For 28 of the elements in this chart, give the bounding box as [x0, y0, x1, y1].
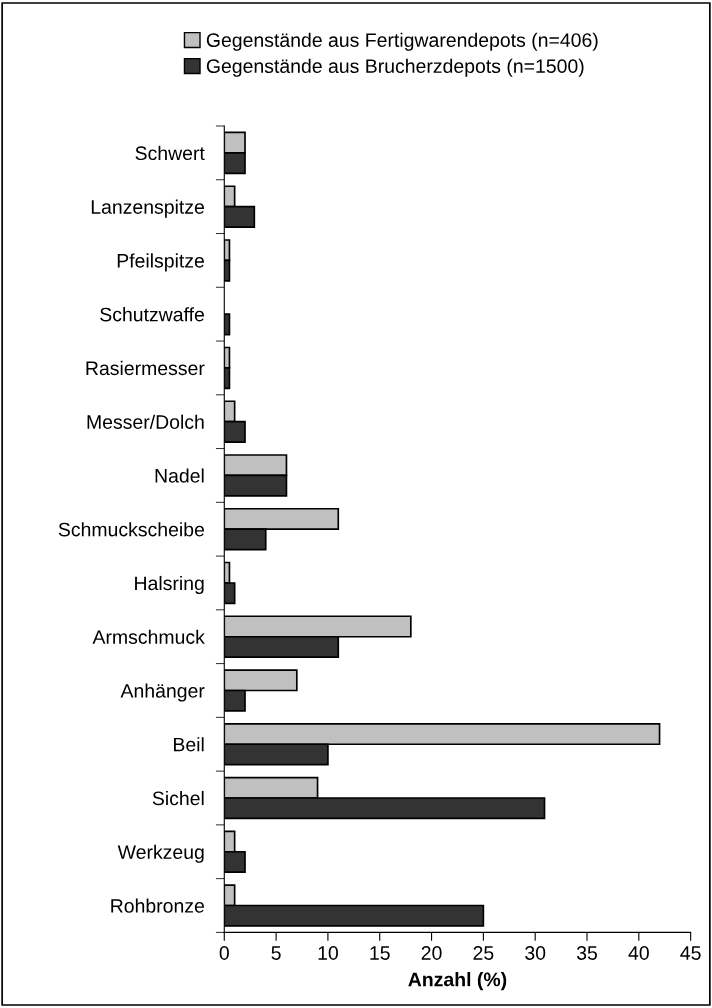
y-tick-label: Schwert	[135, 145, 205, 161]
y-tick-label: Rohbronze	[111, 898, 204, 913]
y-tick-label: Nadel	[155, 468, 204, 483]
y-tick-label: Schmuckscheibe	[58, 522, 204, 537]
y-tick-label: Lanzenspitze	[91, 199, 204, 218]
y-tick-label: Armschmuck	[92, 629, 205, 644]
x-tick-label: 45	[680, 946, 701, 960]
x-tick-label: 30	[525, 946, 546, 960]
legend-label: Gegenstände aus Brucherzdepots (n=1500)	[206, 58, 584, 77]
x-tick-label: 5	[271, 946, 281, 960]
y-tick-label: Schutzwaffe	[100, 307, 204, 322]
y-tick-label: Werkzeug	[117, 844, 204, 863]
x-tick-label: 25	[473, 946, 494, 960]
x-tick-label: 20	[421, 946, 442, 960]
y-tick-label: Rasiermesser	[86, 360, 205, 376]
x-tick-label: 40	[628, 946, 649, 960]
x-tick-label: 15	[370, 946, 390, 960]
x-tick-label: 10	[318, 946, 338, 960]
x-axis-title: Anzahl (%)	[408, 972, 507, 991]
y-tick-label: Halsring	[135, 575, 204, 595]
y-tick-label: Beil	[174, 737, 204, 752]
y-tick-label: Sichel	[152, 790, 204, 806]
y-tick-label: Anhänger	[120, 683, 205, 702]
legend-label: Gegenstände aus Fertigwarendepots (n=406)	[206, 32, 598, 51]
y-tick-label: Messer/Dolch	[87, 414, 204, 429]
x-tick-label: 0	[219, 946, 229, 960]
y-tick-label: Pfeilspitze	[117, 253, 204, 272]
x-tick-label: 35	[576, 946, 597, 960]
